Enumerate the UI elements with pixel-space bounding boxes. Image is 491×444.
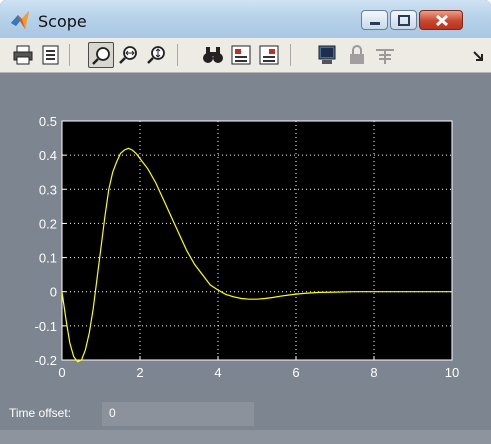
plot-frame [61,120,453,361]
zoom-x-button[interactable] [116,42,142,68]
matlab-logo-icon [11,11,29,29]
x-tick-label: 8 [370,365,377,380]
dock-button[interactable] [466,42,491,68]
scope-chart[interactable]: 0 2 4 6 8 10 0.5 0.4 0.3 0.2 0.1 0 -0.1 -0.2 [0,73,491,398]
y-tick-label: 0.3 [39,182,57,197]
zoom-button[interactable] [88,42,114,68]
parameters-button[interactable] [38,42,64,68]
y-tick-label: 0.5 [39,114,57,129]
dock-arrow-icon [473,51,483,61]
print-icon [13,45,33,65]
autoscale-binoculars-icon [203,47,223,63]
maximize-button[interactable] [390,10,417,30]
toolbar-separator [290,44,291,66]
signal-selection-icon [376,49,394,64]
x-tick-label: 10 [445,365,459,380]
y-tick-label: 0.4 [39,148,57,163]
x-tick-label: 6 [292,365,299,380]
y-tick-label: 0.2 [39,216,57,231]
parameters-icon [42,45,59,65]
autoscale-button[interactable] [200,42,226,68]
time-offset-label: Time offset: [9,406,72,420]
zoom-x-icon [119,46,137,64]
toolbar-separator [177,44,178,66]
plot-background [62,121,452,360]
zoom-y-icon [147,46,165,64]
restore-axes-settings-icon [259,45,279,65]
zoom-icon [92,47,110,65]
minimize-icon [370,22,380,25]
bottom-strip [0,430,491,444]
x-tick-label: 2 [136,365,143,380]
y-tick-label: -0.2 [35,353,57,368]
y-tick-label: 0 [50,285,57,300]
window-title: Scope [38,12,87,31]
close-icon [435,14,449,27]
zoom-y-button[interactable] [144,42,170,68]
y-tick-label: 0.1 [39,251,57,266]
restore-axes-button[interactable] [256,42,282,68]
minimize-button[interactable] [361,10,388,30]
floating-scope-icon [318,45,336,64]
title-bar[interactable]: Scope [0,0,491,38]
close-button[interactable] [419,10,463,30]
time-offset-value: 0 [109,406,116,420]
signal-line [61,147,452,363]
toolbar [0,38,491,73]
save-axes-button[interactable] [228,42,254,68]
floating-scope-button[interactable] [314,42,340,68]
signal-selection-button[interactable] [372,42,398,68]
maximize-icon [398,15,410,26]
y-tick-label: -0.1 [35,319,57,334]
toolbar-separator [69,44,70,66]
x-tick-label: 4 [214,365,221,380]
time-offset-field [102,402,254,426]
lock-axes-icon [350,45,364,64]
print-button[interactable] [10,42,36,68]
save-axes-settings-icon [231,45,251,65]
x-tick-label: 0 [58,365,65,380]
lock-axes-button[interactable] [344,42,370,68]
